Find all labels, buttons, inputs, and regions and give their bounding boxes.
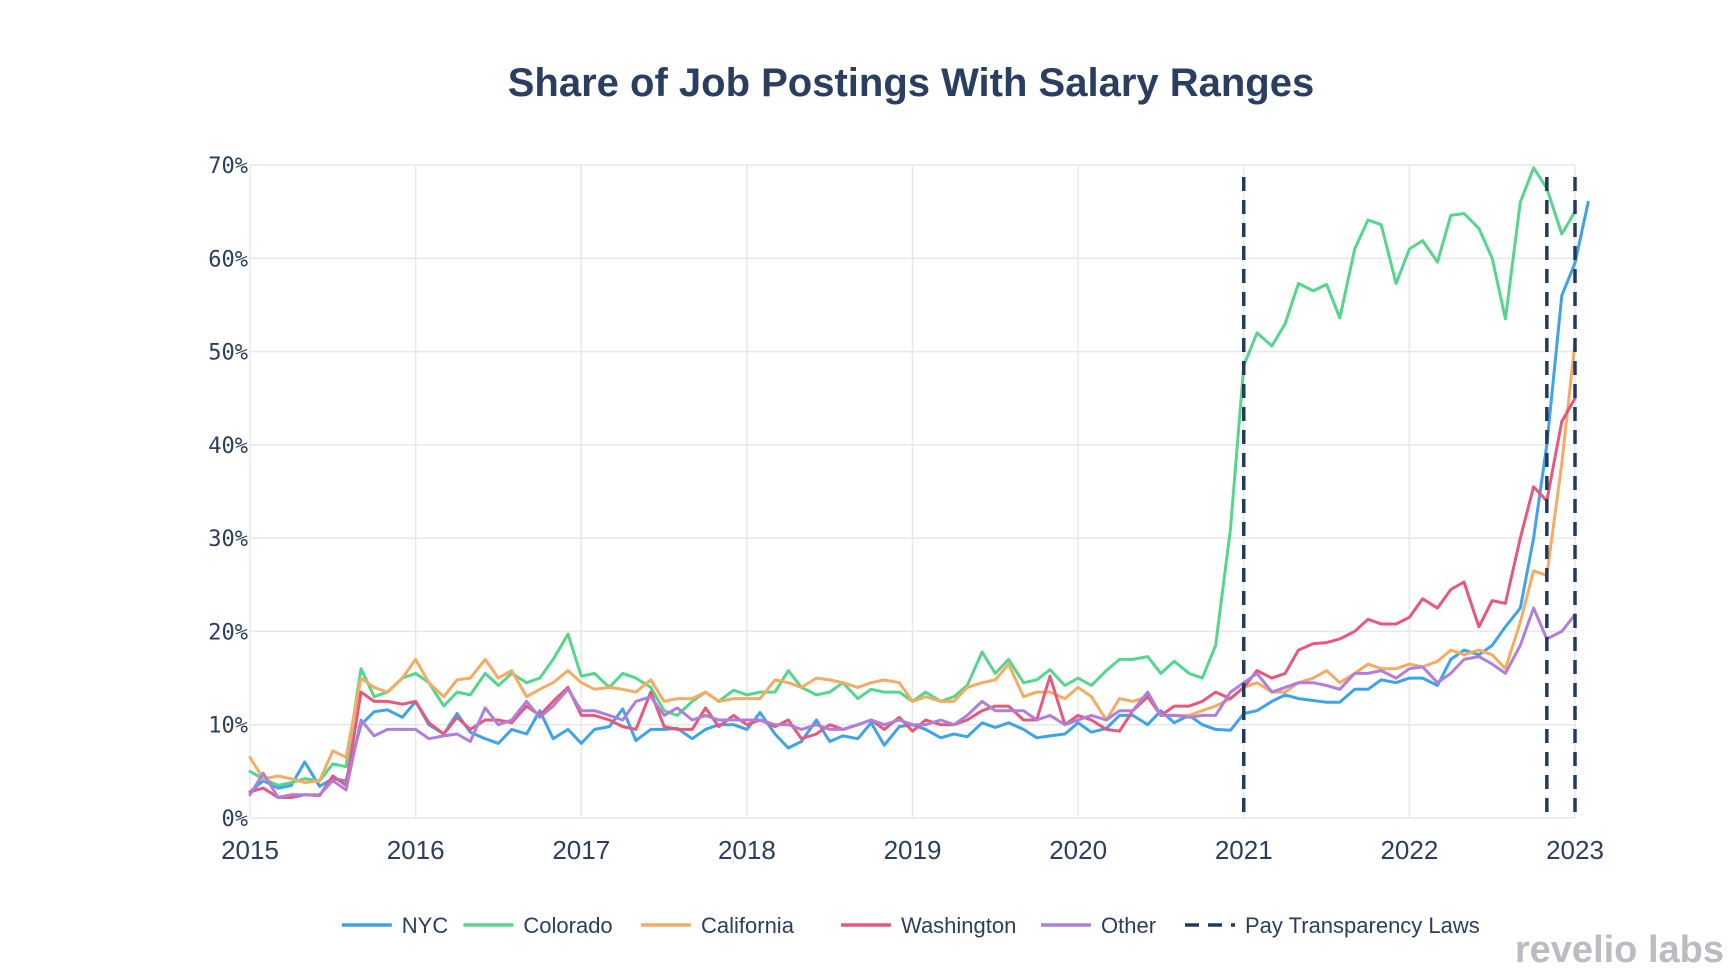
gridlines bbox=[249, 164, 1576, 819]
y-tick-label: 0% bbox=[222, 807, 249, 832]
y-tick-label: 40% bbox=[208, 434, 248, 459]
legend-label: NYC bbox=[402, 913, 449, 938]
series-lines bbox=[248, 166, 1590, 799]
pay-transparency-reference-lines bbox=[1242, 177, 1577, 818]
legend-label: Washington bbox=[901, 913, 1016, 938]
brand-watermark: revelio labs bbox=[1515, 929, 1724, 971]
x-tick-label: 2018 bbox=[718, 835, 776, 865]
legend-label: Colorado bbox=[523, 913, 612, 938]
series-line-nyc bbox=[248, 200, 1590, 794]
y-tick-label: 60% bbox=[208, 247, 248, 272]
x-tick-label: 2015 bbox=[221, 835, 279, 865]
x-tick-label: 2022 bbox=[1380, 835, 1438, 865]
y-tick-label: 20% bbox=[208, 620, 248, 645]
series-line-other bbox=[248, 606, 1577, 799]
x-tick-label: 2023 bbox=[1546, 835, 1604, 865]
y-axis-ticks: 0% 10% 20% 30% 40% 50% 60% 70% bbox=[208, 154, 248, 832]
y-tick-label: 30% bbox=[208, 527, 248, 552]
y-tick-label: 10% bbox=[208, 714, 248, 739]
x-axis-ticks: 2015 2016 2017 2018 2019 2020 2021 2022 2023 bbox=[221, 835, 1604, 865]
x-tick-label: 2017 bbox=[552, 835, 610, 865]
legend-label: Other bbox=[1101, 913, 1156, 938]
x-tick-label: 2019 bbox=[884, 835, 942, 865]
legend: NYC Colorado California Washington Other Pay … bbox=[341, 913, 1480, 938]
legend-label: California bbox=[701, 913, 795, 938]
legend-label: Pay Transparency Laws bbox=[1245, 913, 1480, 938]
x-tick-label: 2021 bbox=[1215, 835, 1273, 865]
y-tick-label: 50% bbox=[208, 341, 248, 366]
y-tick-label: 70% bbox=[208, 154, 248, 179]
chart-title: Share of Job Postings With Salary Ranges bbox=[508, 61, 1314, 105]
x-tick-label: 2020 bbox=[1049, 835, 1107, 865]
series-line-washington bbox=[248, 396, 1577, 799]
x-tick-label: 2016 bbox=[387, 835, 445, 865]
